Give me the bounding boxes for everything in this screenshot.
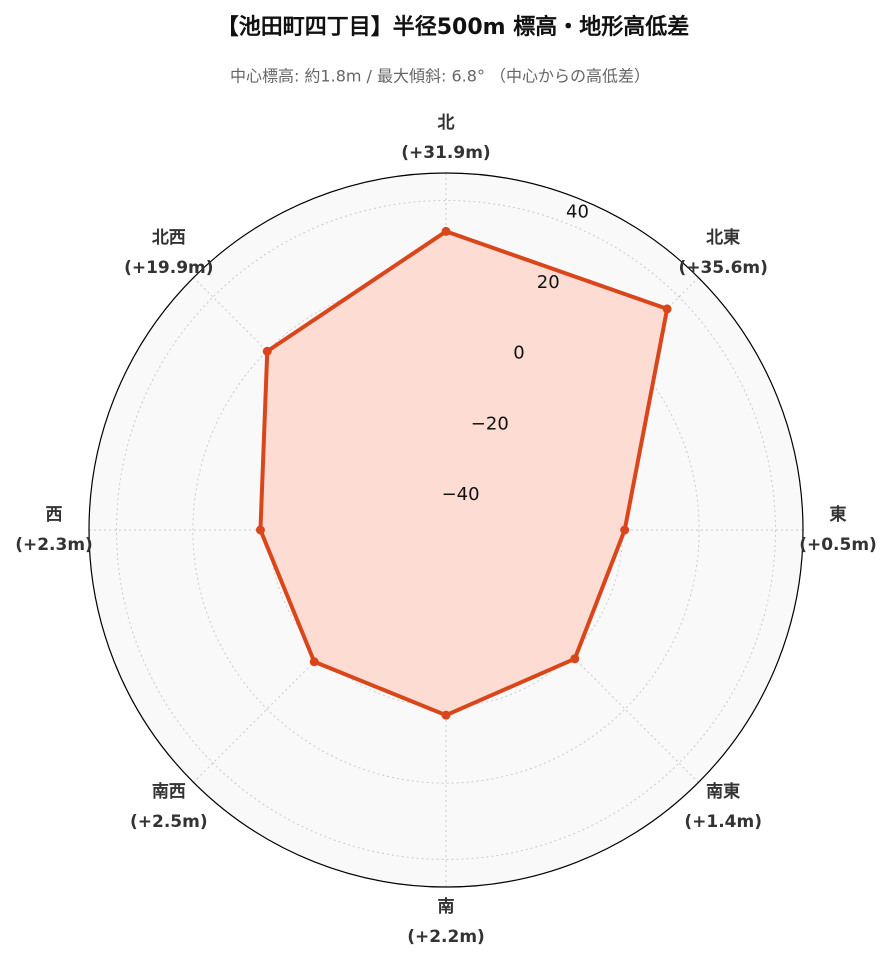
category-label: 南西 — [152, 781, 186, 802]
value-label: (+2.5m) — [130, 812, 208, 832]
y-tick-label: 40 — [566, 202, 589, 223]
plot-border — [88, 172, 804, 888]
value-label: (+0.5m) — [799, 535, 877, 555]
value-label: (+1.4m) — [684, 812, 762, 832]
y-tick-label: −40 — [442, 484, 480, 505]
grid-circle — [192, 276, 700, 784]
value-label: (+19.9m) — [124, 258, 213, 278]
category-label: 西 — [46, 505, 63, 525]
data-point — [441, 226, 451, 236]
data-point — [662, 304, 672, 314]
data-point — [441, 710, 451, 720]
data-point — [570, 654, 580, 664]
y-tick-label: 20 — [537, 272, 560, 293]
category-label: 南東 — [706, 781, 740, 802]
grid-circle — [115, 199, 777, 861]
category-label: 北東 — [706, 227, 740, 248]
value-label: (+31.9m) — [401, 143, 490, 163]
data-point — [255, 525, 265, 535]
category-label: 南 — [438, 896, 455, 917]
data-point — [262, 346, 272, 356]
value-label: (+35.6m) — [678, 258, 767, 278]
category-label: 東 — [830, 504, 847, 525]
category-label: 北西 — [152, 228, 186, 248]
chart-subtitle: 中心標高: 約1.8m / 最大傾斜: 6.8° （中心からの高低差） — [230, 67, 650, 86]
y-tick-label: −20 — [471, 413, 509, 434]
category-label: 北 — [438, 113, 455, 133]
data-point — [620, 525, 630, 535]
chart-title: 【池田町四丁目】半径500m 標高・地形高低差 — [217, 14, 690, 40]
data-point — [309, 657, 319, 667]
value-label: (+2.3m) — [15, 535, 93, 555]
value-label: (+2.2m) — [407, 927, 485, 947]
y-tick-label: 0 — [513, 343, 524, 364]
